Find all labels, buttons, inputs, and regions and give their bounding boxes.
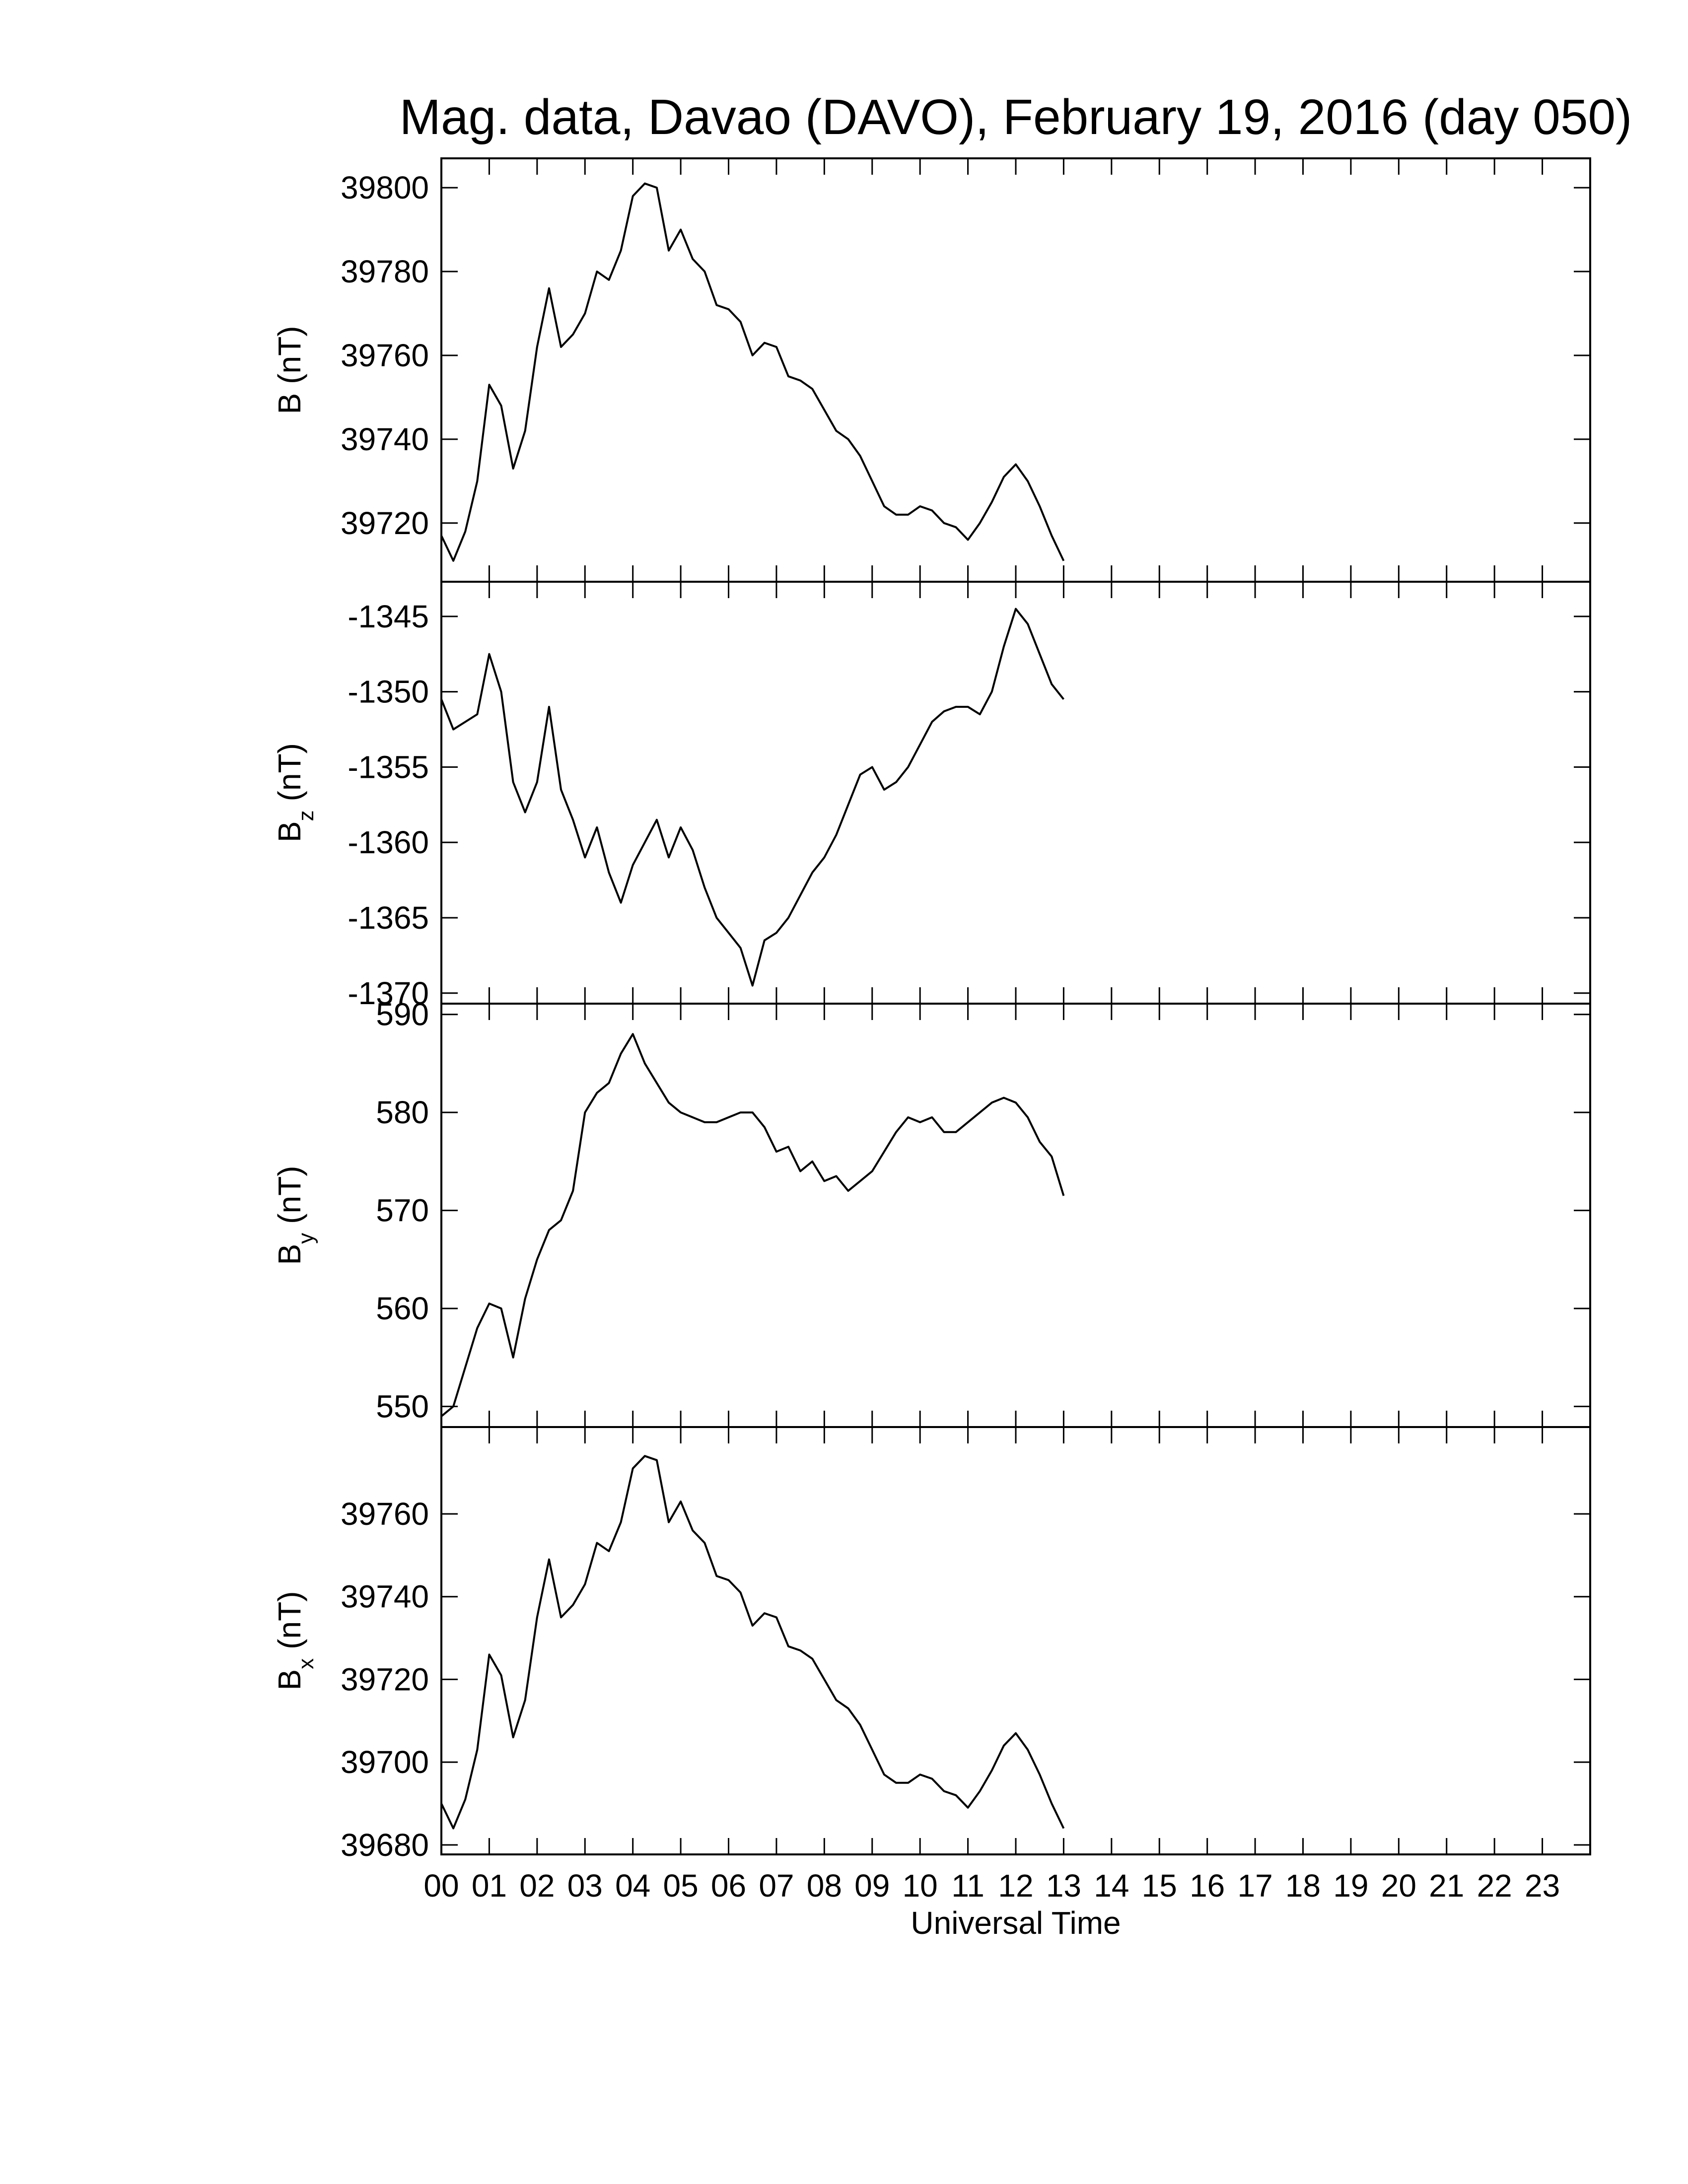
data-line bbox=[440, 608, 1064, 987]
x-tick-label: 07 bbox=[759, 1868, 794, 1904]
x-tick-label: 10 bbox=[903, 1868, 938, 1904]
y-label-symbol: B bbox=[272, 1669, 307, 1691]
y-tick-label: 560 bbox=[376, 1291, 429, 1326]
x-tick-label: 14 bbox=[1094, 1868, 1129, 1904]
y-tick-label: -1355 bbox=[348, 749, 429, 785]
x-tick-label: 04 bbox=[615, 1868, 650, 1904]
y-tick-label: 39720 bbox=[341, 505, 429, 541]
x-tick-label: 15 bbox=[1142, 1868, 1177, 1904]
x-tick-label: 02 bbox=[519, 1868, 555, 1904]
x-tick-label: 17 bbox=[1237, 1868, 1272, 1904]
x-tick-label: 01 bbox=[472, 1868, 507, 1904]
y-tick-label: -1345 bbox=[348, 599, 429, 634]
x-tick-label: 12 bbox=[998, 1868, 1033, 1904]
y-tick-label: 570 bbox=[376, 1193, 429, 1228]
x-tick-label: 21 bbox=[1429, 1868, 1464, 1904]
x-axis-label: Universal Time bbox=[911, 1905, 1121, 1941]
x-tick-label: 11 bbox=[951, 1868, 984, 1904]
y-tick-label: 39780 bbox=[341, 254, 429, 289]
y-label-subscript: x bbox=[294, 1658, 318, 1669]
x-tick-label: 08 bbox=[807, 1868, 842, 1904]
y-label-unit: (nT) bbox=[272, 743, 307, 801]
y-tick-label: 39800 bbox=[341, 170, 429, 205]
y-label-unit: (nT) bbox=[272, 1166, 307, 1224]
y-tick-label: 39700 bbox=[341, 1744, 429, 1780]
y-tick-label: -1350 bbox=[348, 674, 429, 710]
y-tick-label: 39680 bbox=[341, 1827, 429, 1863]
x-tick-label: 16 bbox=[1190, 1868, 1225, 1904]
x-tick-label: 19 bbox=[1333, 1868, 1368, 1904]
x-tick-label: 03 bbox=[567, 1868, 603, 1904]
y-label-symbol: B bbox=[272, 393, 307, 414]
x-tick-label: 23 bbox=[1525, 1868, 1560, 1904]
x-tick-label: 09 bbox=[854, 1868, 890, 1904]
data-line bbox=[440, 182, 1065, 562]
y-tick-label: -1360 bbox=[348, 824, 429, 860]
y-axis-label: Bz (nT) bbox=[272, 743, 318, 842]
y-tick-label: 39720 bbox=[341, 1661, 429, 1697]
x-tick-label: 18 bbox=[1285, 1868, 1321, 1904]
x-tick-label: 00 bbox=[423, 1868, 459, 1904]
y-tick-label: 39760 bbox=[341, 338, 429, 373]
x-tick-label: 20 bbox=[1381, 1868, 1416, 1904]
y-tick-label: 580 bbox=[376, 1094, 429, 1130]
y-label-symbol: B bbox=[272, 821, 307, 842]
x-tick-label: 06 bbox=[711, 1868, 746, 1904]
y-tick-label: 39740 bbox=[341, 1579, 429, 1615]
data-line bbox=[440, 1033, 1065, 1417]
y-tick-label: 550 bbox=[376, 1389, 429, 1425]
y-tick-label: -1370 bbox=[348, 975, 429, 1011]
y-tick-label: 39760 bbox=[341, 1496, 429, 1532]
y-label-subscript: y bbox=[294, 1233, 318, 1244]
y-axis-label: Bx (nT) bbox=[272, 1591, 318, 1691]
x-tick-label: 13 bbox=[1046, 1868, 1081, 1904]
y-tick-label: 39740 bbox=[341, 421, 429, 457]
x-tick-label: 05 bbox=[663, 1868, 698, 1904]
y-label-subscript: z bbox=[294, 810, 318, 821]
y-axis-label: B (nT) bbox=[272, 326, 307, 414]
y-label-unit: (nT) bbox=[272, 326, 307, 384]
x-tick-label: 22 bbox=[1477, 1868, 1512, 1904]
y-tick-label: -1365 bbox=[348, 900, 429, 936]
y-tick-label: 590 bbox=[376, 997, 429, 1032]
chart-title: Mag. data, Davao (DAVO), February 19, 20… bbox=[400, 89, 1632, 145]
y-label-unit: (nT) bbox=[272, 1591, 307, 1649]
y-label-symbol: B bbox=[272, 1244, 307, 1265]
data-line bbox=[440, 1455, 1065, 1830]
y-axis-label: By (nT) bbox=[272, 1166, 318, 1265]
